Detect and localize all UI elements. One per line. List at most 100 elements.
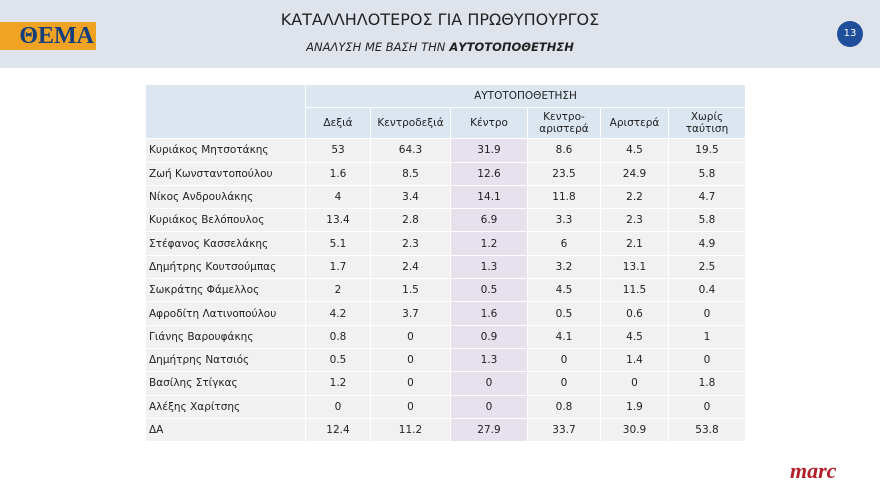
header-band <box>0 0 880 68</box>
cell: 0.6 <box>600 301 669 326</box>
cell: 0 <box>370 371 451 396</box>
cell: 2.2 <box>600 184 669 210</box>
column-header: Κεντρο-αριστερά <box>527 107 601 140</box>
cell: 0.5 <box>450 278 528 303</box>
header-row: Δεξιά Κεντροδεξιά Κέντρο Κεντρο-αριστερά Αρι… <box>146 107 746 140</box>
cell: 3.3 <box>527 208 601 233</box>
cell: 8.5 <box>370 161 451 186</box>
cell: 4.9 <box>668 231 746 256</box>
cell: 11.2 <box>370 417 451 443</box>
cell: 27.9 <box>450 417 528 443</box>
cell: 2.3 <box>600 208 669 233</box>
cell: 2.1 <box>600 231 669 256</box>
row-label: Δημήτρης Νατσιός <box>145 347 306 373</box>
cell: 14.1 <box>450 184 528 210</box>
cell: 5.1 <box>305 231 371 256</box>
cell: 0.5 <box>527 301 601 326</box>
cell: 2 <box>305 278 371 303</box>
cell: 13.4 <box>305 208 371 233</box>
cell: 4.1 <box>527 324 601 349</box>
cell: 3.2 <box>527 254 601 280</box>
table-row: Νίκος Ανδρουλάκης 4 3.4 14.1 11.8 2.2 4.7 <box>145 184 746 210</box>
corner-cell <box>145 83 306 140</box>
cell: 1.3 <box>450 347 528 373</box>
cell: 24.9 <box>600 161 669 186</box>
cell: 1.8 <box>668 371 746 396</box>
cell: 0 <box>450 394 528 419</box>
cell: 4.2 <box>305 301 371 326</box>
row-label: Γιάνης Βαρουφάκης <box>145 324 306 349</box>
row-label: Ζωή Κωνσταντοπούλου <box>145 161 306 186</box>
row-label: Σωκράτης Φάμελλος <box>145 278 306 303</box>
cell: 0 <box>668 394 746 419</box>
table-row: Βασίλης Στίγκας 1.2 0 0 0 0 1.8 <box>145 371 746 396</box>
cell: 4 <box>305 184 371 210</box>
cell: 0 <box>305 394 371 419</box>
logo: ΘΕΜΑ <box>0 22 96 50</box>
cell: 33.7 <box>527 417 601 443</box>
cell: 0 <box>668 347 746 373</box>
cell: 53 <box>305 138 371 163</box>
table-row: Ζωή Κωνσταντοπούλου 1.6 8.5 12.6 23.5 24.9 5.8 <box>145 161 746 186</box>
table-row: Αλέξης Χαρίτσης 0 0 0 0.8 1.9 0 <box>145 394 746 419</box>
cell: 2.3 <box>370 231 451 256</box>
table-row: Σωκράτης Φάμελλος 2 1.5 0.5 4.5 11.5 0.4 <box>145 278 746 303</box>
cell: 3.7 <box>370 301 451 326</box>
cell: 0.8 <box>305 324 371 349</box>
cell: 12.4 <box>305 417 371 443</box>
column-header: Χωρίς ταύτιση <box>668 107 746 140</box>
column-header: Αριστερά <box>600 107 669 140</box>
table-row: Γιάνης Βαρουφάκης 0.8 0 0.9 4.1 4.5 1 <box>145 324 746 349</box>
cell: 2.5 <box>668 254 746 280</box>
cell: 6 <box>527 231 601 256</box>
cell: 0 <box>370 394 451 419</box>
cell: 4.7 <box>668 184 746 210</box>
cell: 23.5 <box>527 161 601 186</box>
data-table: ΑΥΤΟΤΟΠΟΘΕΤΗΣΗ Δεξιά Κεντροδεξιά Κέντρο Κεντ… <box>145 83 746 443</box>
cell: 1 <box>668 324 746 349</box>
cell: 1.7 <box>305 254 371 280</box>
cell: 13.1 <box>600 254 669 280</box>
row-label: Βασίλης Στίγκας <box>145 371 306 396</box>
cell: 1.6 <box>450 301 528 326</box>
table-row: Κυριάκος Μητσοτάκης 53 64.3 31.9 8.6 4.5 19.5 <box>145 138 746 163</box>
cell: 0.5 <box>305 347 371 373</box>
subtitle-emphasis: ΑΥΤΟΤΟΠΟΘΕΤΗΣΗ <box>449 40 574 54</box>
row-label: ΔΑ <box>145 417 306 443</box>
row-label: Κυριάκος Βελόπουλος <box>145 208 306 233</box>
cell: 4.5 <box>600 138 669 163</box>
cell: 8.6 <box>527 138 601 163</box>
brand: marc <box>790 458 837 483</box>
cell: 0 <box>370 324 451 349</box>
column-header: Κεντροδεξιά <box>370 107 451 140</box>
header-row: ΑΥΤΟΤΟΠΟΘΕΤΗΣΗ <box>145 83 746 140</box>
cell: 64.3 <box>370 138 451 163</box>
row-label: Νίκος Ανδρουλάκης <box>145 184 306 210</box>
cell: 0 <box>370 347 451 373</box>
table-row: Δημήτρης Κουτσούμπας 1.7 2.4 1.3 3.2 13.1 2.5 <box>145 254 746 280</box>
cell: 2.8 <box>370 208 451 233</box>
table-row: Αφροδίτη Λατινοπούλου 4.2 3.7 1.6 0.5 0.6 0 <box>145 301 746 326</box>
cell: 53.8 <box>668 417 746 443</box>
cell: 0 <box>527 371 601 396</box>
cell: 1.2 <box>450 231 528 256</box>
cell: 19.5 <box>668 138 746 163</box>
row-label: Κυριάκος Μητσοτάκης <box>145 138 306 163</box>
cell: 0.8 <box>527 394 601 419</box>
column-header: Κέντρο <box>450 107 528 140</box>
title: ΚΑΤΑΛΛΗΛΟΤΕΡΟΣ ΓΙΑ ΠΡΩΘΥΠΟΥΡΓΟΣ <box>280 10 600 29</box>
table-row: Στέφανος Κασσελάκης 5.1 2.3 1.2 6 2.1 4.9 <box>145 231 746 256</box>
cell: 0 <box>450 371 528 396</box>
table-row: Δημήτρης Νατσιός 0.5 0 1.3 0 1.4 0 <box>145 347 746 373</box>
row-label: Στέφανος Κασσελάκης <box>145 231 306 256</box>
cell: 1.5 <box>370 278 451 303</box>
page-number: 13 <box>837 21 863 47</box>
cell: 1.6 <box>305 161 371 186</box>
cell: 4.5 <box>527 278 601 303</box>
cell: 4.5 <box>600 324 669 349</box>
cell: 0 <box>600 371 669 396</box>
table-row: Κυριάκος Βελόπουλος 13.4 2.8 6.9 3.3 2.3 5.8 <box>145 208 746 233</box>
cell: 11.8 <box>527 184 601 210</box>
row-label: Δημήτρης Κουτσούμπας <box>145 254 306 280</box>
